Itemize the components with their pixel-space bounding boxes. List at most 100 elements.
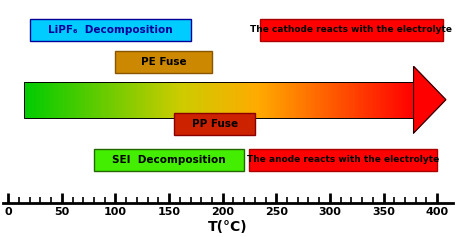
Bar [410, 82, 411, 118]
Bar [202, 82, 203, 118]
Bar [80, 82, 82, 118]
Bar [103, 82, 105, 118]
Bar [342, 82, 344, 118]
Bar [177, 82, 179, 118]
Bar [173, 82, 175, 118]
Bar [229, 82, 231, 118]
Bar [344, 82, 345, 118]
Bar [140, 82, 141, 118]
Bar [77, 82, 79, 118]
Bar [241, 82, 242, 118]
Bar [94, 82, 96, 118]
Bar [115, 51, 212, 73]
Bar [92, 82, 93, 118]
Bar [221, 82, 223, 118]
Bar [340, 82, 341, 118]
Bar [297, 82, 298, 118]
Bar [337, 82, 338, 118]
Bar [236, 82, 237, 118]
Bar [347, 82, 349, 118]
Bar [255, 82, 256, 118]
Bar [362, 82, 363, 118]
Bar [233, 82, 235, 118]
Bar [359, 82, 360, 118]
Bar [374, 82, 376, 118]
Bar [141, 82, 142, 118]
Bar [247, 82, 249, 118]
Bar [365, 82, 367, 118]
Bar [215, 82, 216, 118]
Bar [256, 82, 258, 118]
Bar [300, 82, 301, 118]
Bar [259, 82, 260, 118]
Bar [288, 82, 289, 118]
Bar [224, 82, 226, 118]
Bar [189, 82, 191, 118]
Bar [401, 82, 402, 118]
Bar [50, 82, 52, 118]
Bar [310, 82, 311, 118]
Bar [273, 82, 275, 118]
Bar [138, 82, 140, 118]
Bar [193, 82, 194, 118]
Bar [185, 82, 186, 118]
Bar [191, 82, 193, 118]
Bar [172, 82, 173, 118]
Bar [289, 82, 290, 118]
Bar [406, 82, 407, 118]
Bar [306, 82, 307, 118]
Bar [68, 82, 70, 118]
Bar [237, 82, 238, 118]
Bar [294, 82, 295, 118]
Bar [388, 82, 389, 118]
Bar [298, 82, 300, 118]
Bar [360, 82, 362, 118]
Bar [59, 82, 61, 118]
Bar [168, 82, 170, 118]
Bar [24, 82, 414, 118]
Bar [328, 82, 329, 118]
Bar [228, 82, 229, 118]
Bar [307, 82, 309, 118]
Bar [397, 82, 398, 118]
Bar [105, 82, 106, 118]
Bar [42, 82, 44, 118]
Bar [254, 82, 255, 118]
Bar [412, 82, 414, 118]
Bar [33, 82, 35, 118]
Bar [179, 82, 180, 118]
Bar [371, 82, 372, 118]
Bar [264, 82, 265, 118]
Bar [279, 82, 280, 118]
Text: LiPF₆  Decomposition: LiPF₆ Decomposition [48, 25, 173, 35]
Bar [201, 82, 202, 118]
Bar [351, 82, 353, 118]
Bar [91, 82, 92, 118]
Bar [245, 82, 246, 118]
Bar [305, 82, 306, 118]
Text: PE Fuse: PE Fuse [141, 57, 186, 67]
X-axis label: T(°C): T(°C) [208, 220, 248, 234]
Bar [87, 82, 88, 118]
Bar [75, 82, 76, 118]
Bar [367, 82, 368, 118]
Bar [393, 82, 394, 118]
Bar [167, 82, 168, 118]
Bar [120, 82, 121, 118]
Bar [66, 82, 67, 118]
Bar [58, 82, 59, 118]
Bar [333, 82, 335, 118]
Bar [281, 82, 283, 118]
Bar [346, 82, 347, 118]
Bar [47, 82, 49, 118]
Bar [128, 82, 129, 118]
Bar [210, 82, 211, 118]
Bar [318, 82, 319, 118]
Bar [176, 82, 177, 118]
Bar [184, 82, 185, 118]
Bar [158, 82, 159, 118]
Bar [114, 82, 115, 118]
Bar [250, 82, 251, 118]
Bar [109, 82, 110, 118]
Bar [376, 82, 377, 118]
